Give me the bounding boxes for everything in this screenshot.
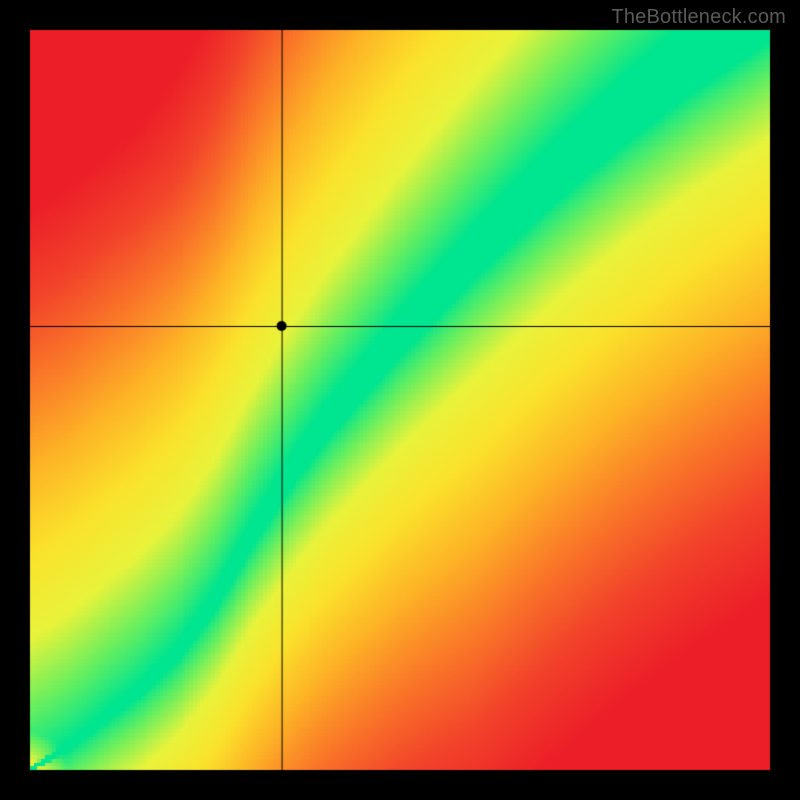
- watermark-text: TheBottleneck.com: [611, 6, 786, 29]
- chart-container: TheBottleneck.com: [0, 0, 800, 800]
- bottleneck-heatmap-canvas: [0, 0, 800, 800]
